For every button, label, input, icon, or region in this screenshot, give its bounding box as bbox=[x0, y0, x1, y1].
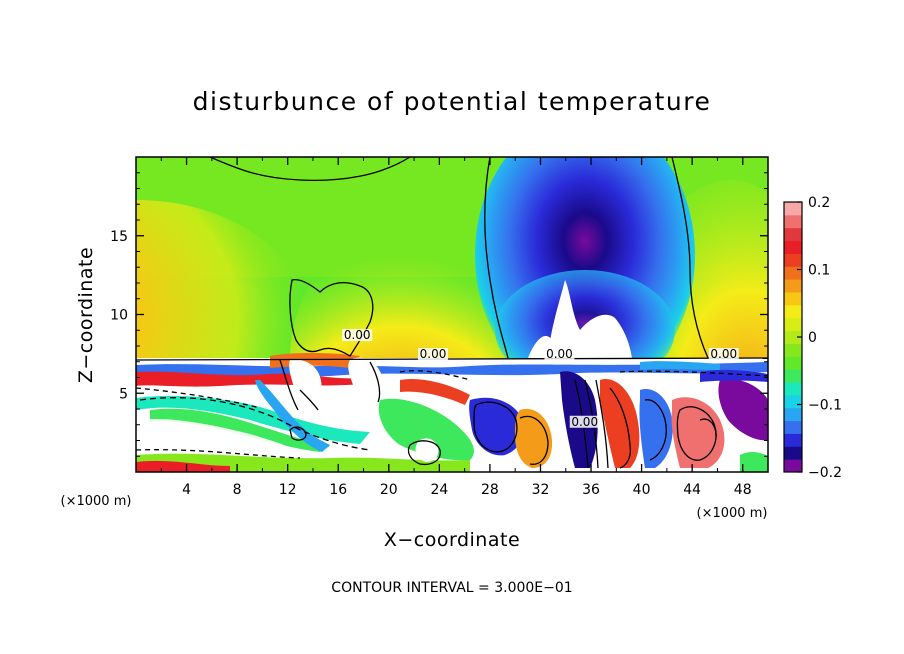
x-axis-label: X−coordinate bbox=[384, 529, 520, 551]
contour-label-bg bbox=[708, 348, 739, 361]
chart-title: disturbunce of potential temperature bbox=[193, 87, 712, 116]
contour-label-bg bbox=[342, 329, 373, 342]
colorbar-segment bbox=[784, 343, 802, 357]
colorbar-segment bbox=[784, 446, 802, 460]
colorbar-tick-label: 0.2 bbox=[808, 195, 830, 211]
y-tick-label: 5 bbox=[119, 386, 128, 402]
colorbar-segment bbox=[784, 394, 802, 409]
colorbar-segment bbox=[784, 433, 802, 447]
x-axis: 4 8 12 16 20 24 28 32 36 40 44 48 bbox=[160, 157, 752, 498]
colorbar-tick-label: −0.2 bbox=[808, 465, 842, 481]
x-tick-label: 8 bbox=[233, 482, 242, 498]
colorbar-tick-label: −0.1 bbox=[808, 398, 842, 414]
x-tick-label: 16 bbox=[329, 482, 347, 498]
contour-label: 0.00 bbox=[344, 328, 371, 342]
contour-interval-note: CONTOUR INTERVAL = 3.000E−01 bbox=[331, 580, 572, 596]
x-tick-label: 4 bbox=[182, 482, 191, 498]
colorbar-segment bbox=[784, 253, 802, 267]
x-tick-label: 44 bbox=[683, 482, 701, 498]
x-tick-label: 32 bbox=[532, 482, 550, 498]
colorbar: 0.2 0.1 0 −0.1 −0.2 bbox=[783, 195, 842, 481]
contour-label-bg bbox=[569, 415, 600, 428]
contour-label: 0.00 bbox=[710, 347, 737, 361]
x-unit-label-right: (×1000 m) bbox=[697, 506, 768, 521]
x-tick-label: 12 bbox=[279, 482, 297, 498]
y-tick-label: 15 bbox=[110, 229, 128, 245]
y-tick-label: 10 bbox=[110, 308, 128, 324]
contour-label-bg bbox=[544, 348, 575, 361]
contour-label: 0.00 bbox=[571, 415, 598, 429]
colorbar-segment bbox=[784, 317, 802, 332]
colorbar-segment bbox=[784, 279, 802, 293]
colorbar-segment bbox=[784, 407, 802, 422]
colorbar-segment bbox=[784, 459, 802, 473]
contour-label-bg bbox=[418, 348, 449, 361]
colorbar-tick-label: 0 bbox=[808, 330, 817, 346]
colorbar-segment bbox=[784, 369, 802, 383]
x-tick-label: 48 bbox=[734, 482, 752, 498]
x-unit-label-left: (×1000 m) bbox=[61, 494, 132, 509]
colorbar-segment bbox=[784, 292, 802, 306]
y-axis: 5 10 15 bbox=[110, 172, 768, 457]
colorbar-segment bbox=[784, 356, 802, 370]
x-tick-label: 40 bbox=[633, 482, 651, 498]
colorbar-tick-label: 0.1 bbox=[808, 263, 830, 279]
colorbar-segment bbox=[784, 214, 802, 229]
contour-label: 0.00 bbox=[420, 347, 447, 361]
x-tick-label: 28 bbox=[481, 482, 499, 498]
colorbar-segment bbox=[784, 304, 802, 319]
colorbar-segment bbox=[784, 382, 802, 396]
contour-label: 0.00 bbox=[546, 347, 573, 361]
y-axis-label: Z−coordinate bbox=[75, 247, 97, 383]
colorbar-segment bbox=[784, 330, 802, 344]
colorbar-segment bbox=[784, 202, 802, 216]
x-tick-label: 36 bbox=[582, 482, 600, 498]
colorbar-segment bbox=[784, 420, 802, 434]
temperature-field bbox=[136, 157, 768, 472]
contour-labels: 0.00 0.00 0.00 0.00 0.00 bbox=[342, 328, 739, 429]
colorbar-segment bbox=[784, 266, 802, 280]
x-tick-label: 20 bbox=[380, 482, 398, 498]
colorbar-segment bbox=[784, 240, 802, 254]
x-tick-label: 24 bbox=[430, 482, 448, 498]
colorbar-segment bbox=[784, 227, 802, 242]
